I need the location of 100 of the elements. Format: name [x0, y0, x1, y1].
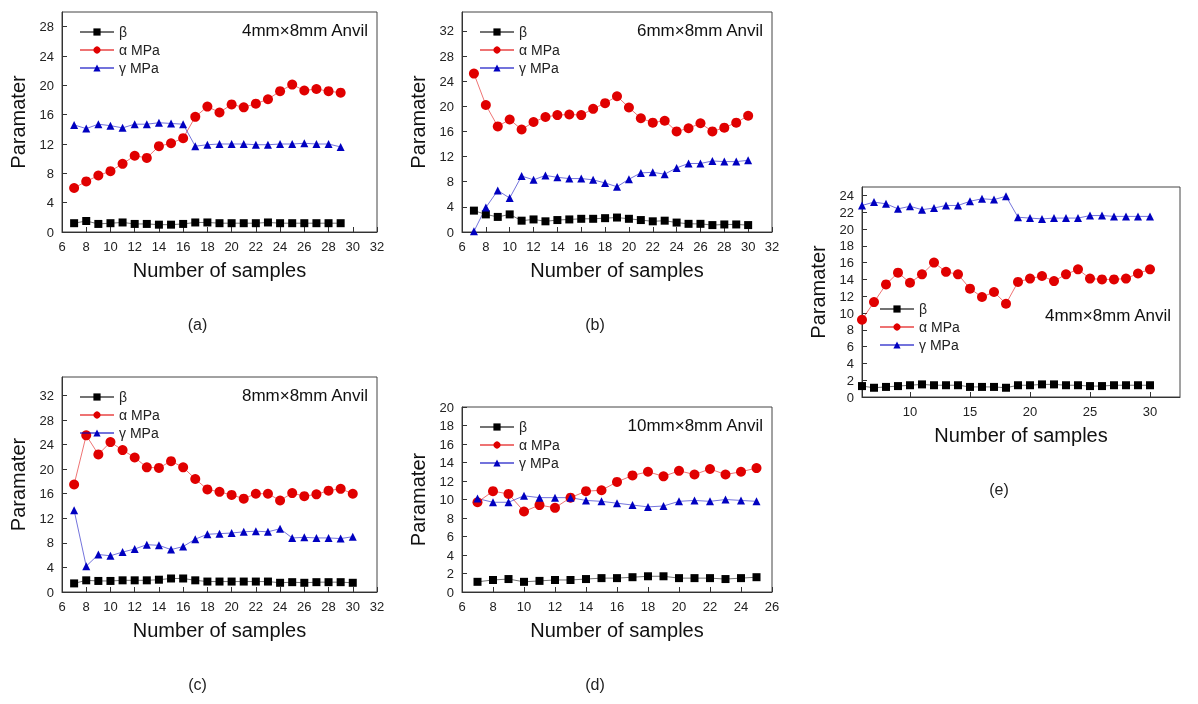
y-tick-label: 8 — [46, 165, 54, 181]
point — [954, 381, 962, 390]
x-tick-label: 6 — [58, 599, 66, 614]
point — [906, 202, 914, 211]
point — [752, 573, 761, 582]
point — [690, 574, 699, 583]
point — [636, 216, 645, 225]
legend-label: β — [519, 24, 528, 40]
x-tick-label: 8 — [82, 239, 90, 254]
legend-label: α MPa — [119, 407, 160, 423]
point — [918, 205, 926, 214]
point — [1086, 382, 1094, 391]
y-tick-label: 24 — [439, 73, 454, 89]
point — [636, 168, 645, 177]
point — [324, 140, 333, 148]
point — [239, 527, 248, 536]
x-axis-title: Number of samples — [132, 619, 307, 641]
point — [227, 529, 236, 538]
text: (d) — [585, 675, 605, 693]
point — [493, 186, 502, 195]
point — [1026, 381, 1034, 390]
point — [894, 204, 902, 213]
point — [179, 219, 188, 228]
point — [70, 219, 79, 228]
legend-label: α MPa — [519, 437, 560, 453]
x-tick-label: 16 — [574, 239, 589, 254]
y-tick-label: 22 — [839, 204, 854, 220]
point — [565, 174, 574, 183]
y-tick-label: 14 — [439, 455, 454, 470]
point — [706, 574, 714, 583]
y-tick-label: 0 — [46, 224, 54, 240]
point — [142, 219, 151, 228]
point — [1110, 381, 1118, 390]
point — [690, 496, 699, 505]
point — [154, 541, 163, 550]
point — [263, 218, 272, 227]
point — [336, 578, 345, 587]
x-tick-label: 20 — [224, 599, 239, 614]
point — [1146, 381, 1154, 390]
point — [990, 382, 998, 391]
point — [238, 493, 249, 504]
point — [752, 497, 761, 506]
x-tick-label: 6 — [58, 239, 66, 254]
point — [954, 201, 962, 210]
point — [550, 502, 560, 513]
point — [737, 496, 745, 505]
point — [70, 579, 79, 588]
y-tick-label: 20 — [39, 77, 54, 93]
point — [106, 576, 115, 585]
point — [239, 140, 248, 148]
point — [720, 220, 729, 229]
point — [517, 216, 526, 225]
text: (a) — [187, 315, 208, 333]
point — [226, 489, 237, 500]
point — [167, 545, 176, 554]
point — [929, 257, 939, 268]
y-tick-label: 8 — [446, 510, 454, 526]
x-tick-label: 30 — [740, 239, 756, 254]
point — [732, 220, 741, 229]
point — [227, 577, 236, 586]
x-tick-label: 8 — [82, 599, 90, 614]
point — [215, 219, 224, 228]
point — [94, 219, 103, 228]
x-tick-label: 16 — [175, 239, 191, 254]
point — [227, 219, 236, 228]
point — [674, 465, 684, 476]
point — [493, 212, 502, 221]
point — [215, 529, 224, 538]
point — [469, 206, 478, 215]
x-tick-label: 10 — [103, 599, 118, 614]
point — [659, 572, 668, 581]
x-tick-label: 28 — [717, 239, 732, 254]
point — [324, 578, 333, 587]
point — [589, 175, 598, 184]
point — [966, 197, 974, 206]
point — [672, 218, 681, 227]
point — [335, 483, 346, 494]
point — [658, 471, 669, 482]
point — [166, 138, 177, 149]
point — [721, 575, 730, 584]
point — [613, 574, 621, 583]
x-tick-label: 28 — [321, 599, 336, 614]
point — [1074, 381, 1082, 390]
text: (b) — [585, 315, 605, 333]
y-tick-label: 4 — [446, 199, 454, 215]
x-tick-label: 14 — [151, 239, 167, 254]
point — [480, 100, 491, 111]
point — [141, 462, 152, 473]
point — [736, 466, 746, 477]
point — [251, 140, 260, 149]
point — [881, 279, 891, 290]
x-tick-label: 22 — [248, 239, 264, 254]
x-axis-title: Number of samples — [530, 619, 704, 641]
legend-label: γ MPa — [919, 337, 959, 353]
x-tick-label: 10 — [103, 239, 118, 254]
point — [941, 266, 951, 277]
point — [202, 101, 213, 112]
x-tick-label: 22 — [645, 239, 660, 254]
point — [250, 98, 261, 109]
point — [505, 210, 514, 219]
